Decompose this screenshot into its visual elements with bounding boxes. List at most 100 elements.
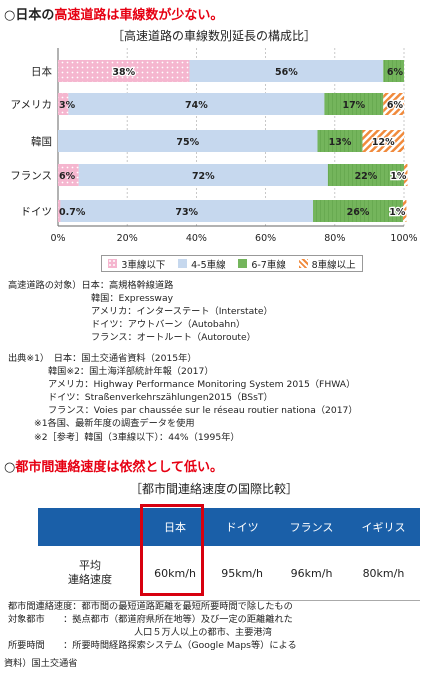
legend-item: 3車線以下 xyxy=(108,257,165,271)
legend-swatch xyxy=(108,259,118,268)
bar-segment xyxy=(78,164,328,186)
data-label: 6% xyxy=(59,171,76,182)
bar-segment xyxy=(402,200,407,222)
bar-segment xyxy=(68,93,325,115)
bar-segment xyxy=(58,130,318,152)
x-tick-label: 60% xyxy=(255,233,276,244)
legend-label: 4-5車線 xyxy=(191,259,226,271)
lane-composition-chart: 38% 56% 6% 3% 74% 17% 6% 75% 13% 12% 6% 72% 22% 1% 0.7… xyxy=(10,48,418,244)
bar-segment xyxy=(60,200,314,222)
legend-label: 3車線以下 xyxy=(121,259,166,271)
bar-segment xyxy=(383,60,404,82)
note-line: 高速道路の対象）日本：高規格幹線道路 xyxy=(8,280,174,291)
speed-definition-notes: 都市間連絡速度：都市間の最短道路距離を最短所要時間で除したもの 対象都市 ：拠点… xyxy=(8,600,297,652)
speed-cell-france: 96km/h xyxy=(275,545,348,601)
bar-segment xyxy=(58,93,69,115)
bar-segment xyxy=(58,164,79,186)
heading-prefix: ○ xyxy=(4,460,16,475)
section-heading-expressway: ○日本の高速道路は車線数が少ない。 xyxy=(4,4,223,23)
note-line: 人口５万人以上の都市、主要港湾 xyxy=(134,627,272,639)
data-label: 56% xyxy=(275,67,298,78)
header-cell-uk: イギリス xyxy=(346,508,421,546)
data-label: 74% xyxy=(185,100,208,111)
legend-item: 8車線以上 xyxy=(298,257,356,271)
data-label: 72% xyxy=(192,171,215,182)
bar-segment xyxy=(58,200,61,222)
bar-segment xyxy=(383,93,404,115)
section-heading-speed: ○都市間連絡速度は依然として低い。 xyxy=(4,456,223,475)
bar-segment xyxy=(189,60,384,82)
japan-highlight-frame xyxy=(140,504,204,596)
note-line: フランス：Voies par chaussée sur le réseau ro… xyxy=(48,405,358,417)
note-line: 所要時間 ：所要時間経路探索システム（Google Maps等）による xyxy=(8,640,297,652)
legend-item: 6-7車線 xyxy=(238,257,286,271)
note-line: ドイツ：Straßenverkehrszählungen2015（BSsT） xyxy=(48,392,273,404)
x-tick-label: 80% xyxy=(324,233,345,244)
category-label: 韓国 xyxy=(31,136,52,148)
bar-segment xyxy=(58,60,190,82)
x-tick-label: 0% xyxy=(50,233,65,244)
note-line: 都市間連絡速度：都市間の最短道路距離を最短所要時間で除したもの xyxy=(8,601,293,612)
note-line: アメリカ：Highway Performance Monitoring Syst… xyxy=(48,379,356,391)
bar-segment xyxy=(327,164,404,186)
data-label: 26% xyxy=(347,207,370,218)
row-label-line: 平均 xyxy=(79,559,101,572)
heading-highlight: 都市間連絡速度は依然として低い。 xyxy=(15,460,223,475)
heading-prefix: ○日本の xyxy=(4,8,55,23)
header-cell-france: フランス xyxy=(275,508,348,546)
data-label: 6% xyxy=(387,100,404,111)
data-label: 75% xyxy=(176,137,199,148)
data-label: 3% xyxy=(59,100,76,111)
data-label: 13% xyxy=(329,137,352,148)
note-line: ドイツ：アウトバーン（Autobahn） xyxy=(91,319,246,331)
data-label: 6% xyxy=(387,67,404,78)
expressway-definition-notes: 高速道路の対象）日本：高規格幹線道路 韓国：Expressway アメリカ：イン… xyxy=(8,279,273,344)
chart-title: ［高速道路の車線数別延長の構成比］ xyxy=(112,29,317,43)
table-header-row: 日本 ドイツ フランス イギリス xyxy=(38,508,421,546)
bar-segment xyxy=(313,200,403,222)
table-title: ［都市間連絡速度の国際比較］ xyxy=(130,482,299,496)
speed-cell-japan: 60km/h xyxy=(141,545,209,601)
data-label: 12% xyxy=(372,137,395,148)
data-label: 38% xyxy=(112,67,135,78)
bar-segment xyxy=(404,164,408,186)
note-line: 対象都市 ：拠点都市（都道府県所在地等）及び一定の距離離れた xyxy=(8,614,293,626)
heading-highlight: 高速道路は車線数が少ない。 xyxy=(54,8,224,23)
category-label: アメリカ xyxy=(11,99,52,111)
legend-label: 8車線以上 xyxy=(311,259,356,271)
category-label: 日本 xyxy=(31,65,52,78)
source-label: 資料）国土交通省 xyxy=(4,658,78,669)
header-cell-germany: ドイツ xyxy=(208,508,277,546)
legend-swatch xyxy=(298,259,308,268)
legend-swatch xyxy=(178,259,188,268)
data-label: 1% xyxy=(390,171,407,182)
bar-segment xyxy=(362,130,404,152)
note-line: アメリカ：インターステート（Interstate） xyxy=(91,306,273,318)
bar-segment xyxy=(324,93,384,115)
speed-cell-germany: 95km/h xyxy=(208,545,276,601)
data-label: 17% xyxy=(342,100,365,111)
note-line: 韓国※2：国土海洋部統計年報（2017） xyxy=(48,366,214,378)
source-notes: 出典※1） 日本：国土交通省資料（2015年） 韓国※2：国土海洋部統計年報（2… xyxy=(8,352,358,444)
table-row: 平均 連絡速度 60km/h 95km/h 96km/h 80km/h xyxy=(38,545,420,601)
bar-segment xyxy=(317,130,363,152)
category-label: フランス xyxy=(10,170,52,182)
note-line: フランス：オートルート（Autoroute） xyxy=(91,332,256,344)
speed-comparison-table: 日本 ドイツ フランス イギリス 平均 連絡速度 60km/h 95km/h 9… xyxy=(38,508,421,601)
speed-cell-uk: 80km/h xyxy=(347,545,420,601)
data-label: 73% xyxy=(175,207,198,218)
data-label: 1% xyxy=(389,207,406,218)
note-line: 出典※1） 日本：国土交通省資料（2015年） xyxy=(8,353,197,364)
data-label: 22% xyxy=(355,171,378,182)
note-line: ※2［参考］韓国（3車線以下）：44%（1995年） xyxy=(34,431,240,443)
legend-item: 4-5車線 xyxy=(178,257,226,271)
category-label: ドイツ xyxy=(21,206,53,218)
data-label: 0.7% xyxy=(59,207,86,218)
chart-legend: 3車線以下 4-5車線 6-7車線 8車線以上 xyxy=(101,255,363,272)
legend-label: 6-7車線 xyxy=(251,259,286,271)
row-label-line: 連絡速度 xyxy=(68,573,112,586)
header-cell-empty xyxy=(38,508,142,546)
x-tick-label: 20% xyxy=(117,233,138,244)
x-tick-label: 40% xyxy=(186,233,207,244)
note-line: ※1各国、最新年度の調査データを使用 xyxy=(34,418,195,430)
